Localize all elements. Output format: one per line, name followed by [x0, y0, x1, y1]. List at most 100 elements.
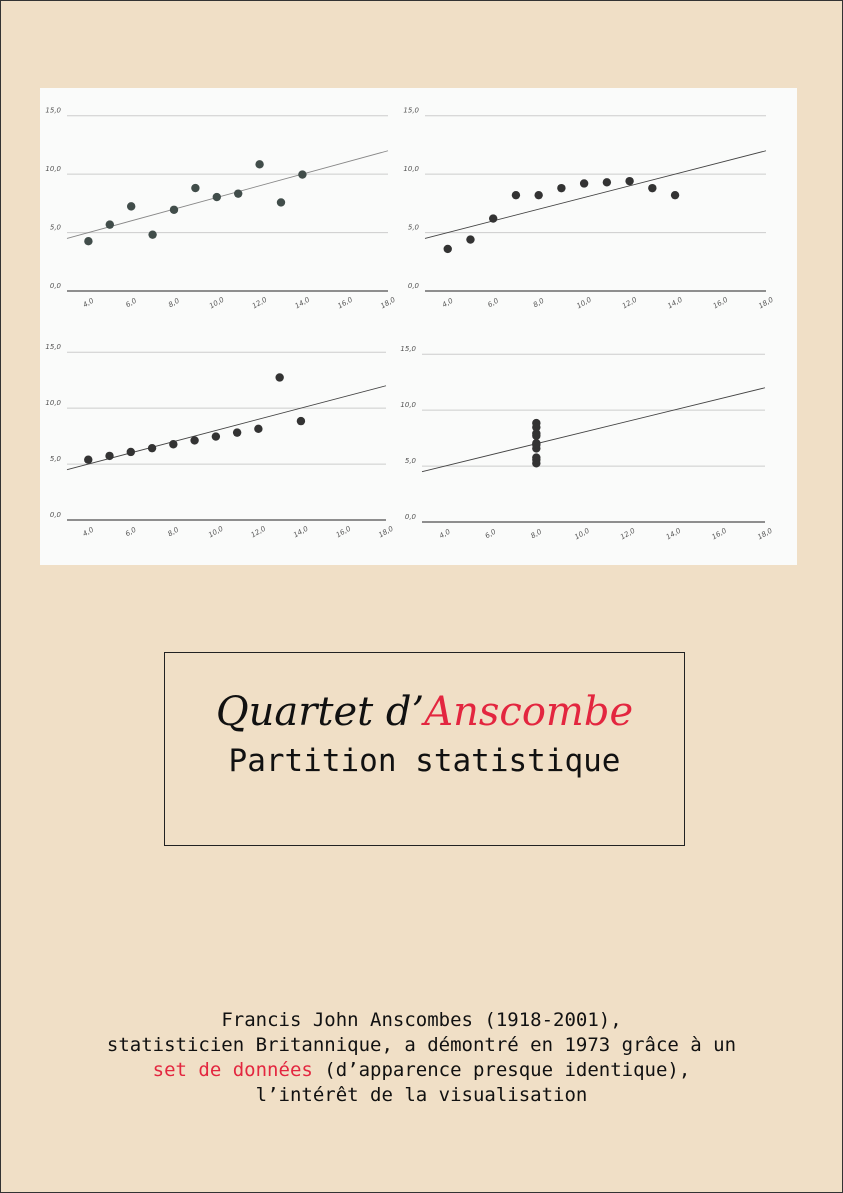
point	[169, 440, 178, 449]
x-tick-label: 16,0	[335, 524, 353, 539]
point	[443, 244, 452, 254]
point	[169, 205, 179, 214]
title-box: Quartet d’Anscombe Partition statistique	[164, 652, 685, 846]
point	[147, 443, 157, 453]
charts-panel: 0,0 5,0 10,0 15,0 4,0 6,0 8,0 10,0 12,0 14,0 16,0 1…	[40, 88, 797, 565]
trend-line	[424, 150, 767, 239]
point	[557, 183, 566, 193]
point	[211, 432, 221, 441]
y-tick-label: 0,0	[408, 282, 420, 290]
x-tick-label: 6,0	[484, 527, 498, 540]
description-line: Francis John Anscombes (1918-2001),	[221, 1009, 622, 1031]
x-tick-label: 16,0	[711, 526, 729, 541]
point	[255, 160, 264, 169]
point	[532, 453, 541, 462]
point	[296, 416, 306, 426]
y-tick-label: 10,0	[403, 165, 419, 173]
point	[466, 235, 475, 244]
x-tick-label: 12,0	[619, 526, 637, 541]
x-tick-label: 18,0	[757, 295, 775, 310]
description-text: (d’apparence presque identique),	[312, 1059, 691, 1081]
point	[190, 436, 199, 445]
point	[232, 428, 242, 437]
x-tick-label: 6,0	[124, 525, 138, 538]
point	[84, 237, 93, 246]
point	[534, 190, 543, 200]
x-tick-label: 8,0	[532, 296, 546, 309]
x-tick-label: 12,0	[621, 295, 639, 310]
description-line: l’intérêt de la visualisation	[255, 1084, 588, 1106]
chart: 0,0 5,0 10,0 15,0 4,0 6,0 8,0 10,0 12,0 14,0 16,0 1…	[400, 345, 774, 541]
x-tick-label: 6,0	[486, 296, 500, 309]
description-highlight: set de données	[152, 1059, 313, 1081]
point	[105, 220, 115, 229]
y-tick-label: 5,0	[50, 224, 62, 232]
x-tick-label: 14,0	[665, 526, 683, 541]
trend-line	[66, 385, 387, 471]
trend-line	[421, 387, 766, 473]
x-tick-label: 8,0	[167, 525, 181, 538]
x-tick-label: 12,0	[250, 524, 268, 539]
point	[126, 447, 135, 457]
x-tick-label: 4,0	[81, 525, 95, 538]
y-tick-label: 10,0	[45, 165, 61, 173]
point	[532, 429, 541, 438]
title: Quartet d’Anscombe	[165, 689, 684, 735]
y-tick-label: 10,0	[400, 401, 416, 409]
point	[275, 373, 284, 382]
point	[648, 183, 657, 193]
description: Francis John Anscombes (1918-2001), stat…	[1, 1008, 842, 1108]
point	[148, 230, 157, 239]
point	[532, 439, 541, 448]
chart: 0,0 5,0 10,0 15,0 4,0 6,0 8,0 10,0 12,0 14,0 16,0 1…	[45, 343, 395, 539]
x-tick-label: 6,0	[124, 296, 138, 309]
point	[579, 179, 589, 188]
y-tick-label: 15,0	[400, 345, 416, 353]
x-tick-label: 8,0	[530, 527, 544, 540]
y-tick-label: 15,0	[403, 107, 419, 115]
x-tick-label: 12,0	[251, 295, 269, 310]
x-tick-label: 14,0	[294, 295, 312, 310]
x-tick-label: 18,0	[756, 526, 774, 541]
x-tick-label: 8,0	[167, 296, 181, 309]
title-part: Quartet d’	[215, 689, 425, 735]
x-tick-label: 10,0	[575, 295, 593, 310]
point	[234, 189, 243, 198]
point	[191, 183, 200, 193]
x-tick-label: 18,0	[379, 295, 397, 310]
trend-line	[66, 150, 389, 239]
point	[625, 176, 634, 186]
point	[212, 192, 221, 202]
y-tick-label: 15,0	[45, 343, 61, 351]
x-tick-label: 4,0	[438, 527, 452, 540]
point	[532, 418, 541, 428]
subtitle: Partition statistique	[228, 743, 621, 779]
x-tick-label: 14,0	[292, 524, 310, 539]
chart: 0,0 5,0 10,0 15,0 4,0 6,0 8,0 10,0 12,0 14,0 16,0 1…	[45, 107, 397, 311]
x-tick-label: 10,0	[208, 295, 226, 310]
point	[298, 170, 307, 179]
description-line: statisticien Britannique, a démontré en …	[106, 1034, 737, 1056]
x-tick-label: 10,0	[207, 524, 225, 539]
y-tick-label: 5,0	[408, 224, 420, 232]
x-tick-label: 18,0	[377, 524, 395, 539]
description-line: set de données (d’apparence presque iden…	[1, 1058, 842, 1083]
point	[511, 190, 521, 200]
point	[84, 455, 93, 464]
point	[602, 178, 612, 187]
chart: 0,0 5,0 10,0 15,0 4,0 6,0 8,0 10,0 12,0 14,0 16,0 1…	[403, 107, 775, 311]
x-tick-label: 16,0	[712, 295, 730, 310]
y-tick-label: 0,0	[50, 282, 62, 290]
x-tick-label: 14,0	[666, 295, 684, 310]
point	[105, 451, 114, 461]
x-tick-label: 10,0	[573, 526, 591, 541]
x-tick-label: 4,0	[82, 296, 96, 309]
x-tick-label: 16,0	[336, 295, 354, 310]
x-tick-label: 4,0	[441, 296, 455, 309]
y-tick-label: 0,0	[405, 513, 417, 521]
y-tick-label: 10,0	[45, 399, 61, 407]
point	[489, 214, 498, 223]
y-tick-label: 15,0	[45, 107, 61, 115]
y-tick-label: 5,0	[405, 457, 417, 465]
